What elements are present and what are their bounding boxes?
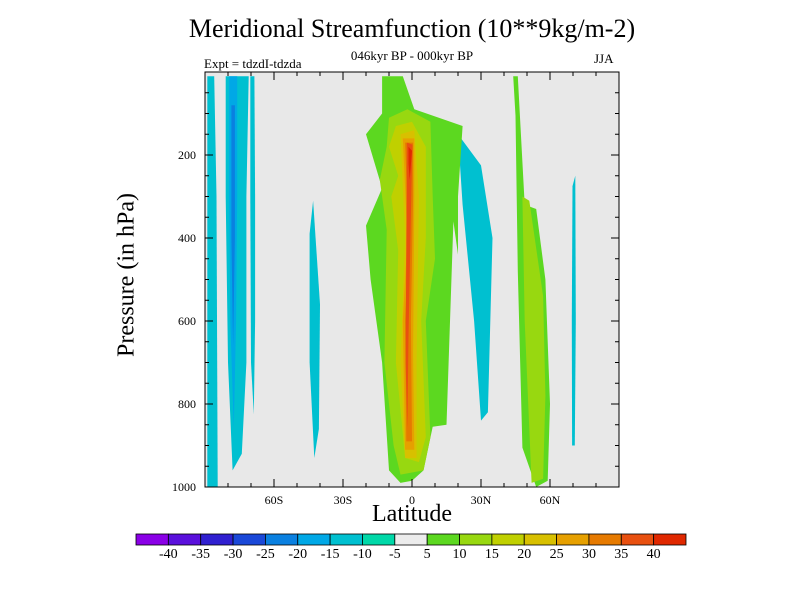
colorbar-swatch — [653, 533, 687, 546]
season-label: JJA — [594, 51, 614, 66]
colorbar-swatch — [297, 533, 331, 546]
colorbar-swatch — [265, 533, 299, 546]
colorbar-swatch — [523, 533, 557, 546]
x-axis-label: Latitude — [372, 501, 452, 527]
colorbar-swatch — [556, 533, 590, 546]
y-tick-label: 200 — [178, 148, 196, 162]
x-tick-label: 60S — [265, 493, 284, 507]
contour-cell-tropics-40 — [408, 146, 412, 180]
colorbar-label: -15 — [321, 547, 340, 562]
colorbar-swatch — [167, 533, 202, 546]
colorbar-label: 25 — [550, 547, 564, 562]
colorbar-label: -30 — [224, 547, 243, 562]
y-axis-label: Pressure (in hPa) — [113, 193, 140, 357]
colorbar-swatch — [426, 533, 460, 546]
colorbar-swatch — [135, 533, 169, 546]
colorbar-label: 40 — [647, 547, 661, 562]
colorbar-label: 5 — [424, 547, 431, 562]
colorbar-label: 35 — [614, 547, 628, 562]
contour-cell-sh-polar-inner — [231, 105, 235, 346]
y-tick-label: 1000 — [172, 480, 196, 494]
colorbar-label: -20 — [288, 547, 307, 562]
y-tick-label: 400 — [178, 231, 196, 245]
x-tick-label: 60N — [540, 493, 561, 507]
colorbar-label: 20 — [517, 547, 531, 562]
x-tick-label: 30S — [334, 493, 353, 507]
contour-cell-nh-30n — [458, 134, 493, 421]
colorbar-label: 30 — [582, 547, 596, 562]
colorbar-label: -10 — [353, 547, 372, 562]
contour-cell-sh-35s — [309, 200, 320, 458]
colorbar-label: -35 — [191, 547, 210, 562]
contour-cell-tropics-35 — [405, 142, 413, 429]
colorbar-swatch — [459, 533, 493, 546]
chart-subtitle: 046kyr BP - 000kyr BP — [350, 48, 474, 63]
colorbar-label: 15 — [485, 547, 499, 562]
colorbar-label: -25 — [256, 547, 275, 562]
chart-title: Meridional Streamfunction (10**9kg/m-2) — [188, 14, 636, 43]
contour-cell-nh-60n-10 — [522, 196, 546, 483]
colorbar-label: -5 — [389, 547, 401, 562]
y-tick-label: 600 — [178, 314, 196, 328]
contour-cell-nh-70n — [571, 175, 576, 446]
colorbar-swatch — [232, 533, 266, 546]
contour-cell-sh-polar-left — [207, 76, 218, 487]
x-tick-label: 0 — [409, 493, 415, 507]
contour-cell-sh-65s — [250, 76, 256, 415]
colorbar-swatch — [329, 533, 363, 546]
colorbar-swatch — [362, 533, 396, 546]
y-tick-label: 800 — [178, 397, 196, 411]
colorbar-label: 10 — [453, 547, 467, 562]
colorbar-swatch — [588, 533, 622, 546]
colorbar-swatch — [200, 533, 234, 546]
colorbar-swatch — [491, 533, 525, 546]
colorbar-swatch — [394, 533, 428, 546]
colorbar-swatch — [620, 533, 655, 546]
x-tick-label: 30N — [471, 493, 492, 507]
colorbar-label: -40 — [159, 547, 178, 562]
experiment-label: Expt = tdzdI-tdzda — [204, 56, 302, 71]
